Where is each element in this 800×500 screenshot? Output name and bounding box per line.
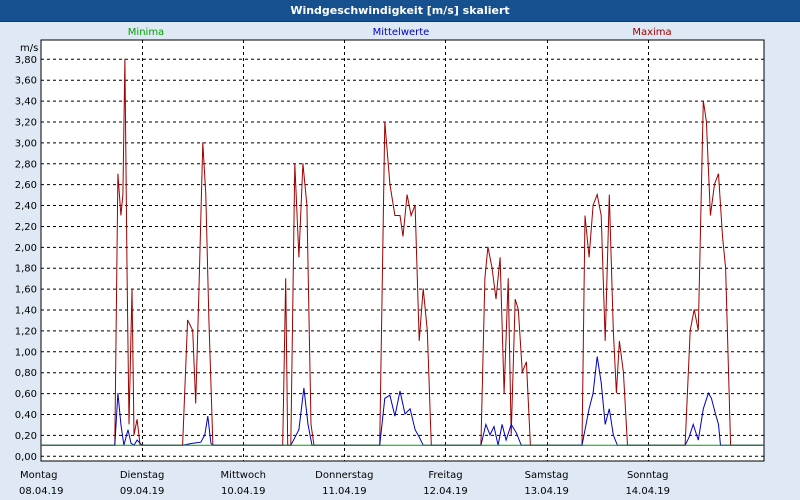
y-tick-label: 0,80 [15,368,37,379]
x-date-label: 13.04.19 [524,486,569,497]
y-tick-label: 3,00 [15,138,37,149]
x-day-label: Mittwoch [221,470,266,481]
y-tick-label: 0,40 [15,410,37,421]
series-line [41,58,764,446]
x-date-label: 14.04.19 [625,486,670,497]
y-tick-label: 1,60 [15,285,37,296]
legend-item: Mittelwerte [373,27,430,38]
y-tick-label: 0,60 [15,389,37,400]
x-date-label: 10.04.19 [221,486,266,497]
y-tick-label: 3,20 [15,117,37,128]
x-day-label: Donnerstag [315,470,373,481]
x-date-label: 11.04.19 [322,486,367,497]
y-tick-label: 3,40 [15,97,37,108]
y-tick-label: 2,20 [15,222,37,233]
y-tick-label: 0,20 [15,431,37,442]
y-tick-label: 1,80 [15,264,37,275]
y-tick-label: 1,20 [15,326,37,337]
y-tick-label: 3,80 [15,55,37,66]
x-date-label: 12.04.19 [423,486,468,497]
legend-item: Maxima [632,27,671,38]
x-day-label: Samstag [525,470,569,481]
y-tick-label: 1,40 [15,306,37,317]
x-date-label: 09.04.19 [120,486,165,497]
window-title: Windgeschwindigkeit [m/s] skaliert [0,0,800,22]
y-tick-label: 0,00 [15,452,37,463]
y-tick-label: 2,40 [15,201,37,212]
plot-background [40,39,765,462]
y-tick-label: 2,80 [15,159,37,170]
x-date-label: 08.04.19 [19,486,64,497]
y-tick-label: 2,60 [15,180,37,191]
y-tick-label: 1,00 [15,347,37,358]
y-axis-label: m/s [20,43,38,54]
x-day-label: Montag [20,470,57,481]
x-day-label: Dienstag [120,470,165,481]
y-tick-label: 3,60 [15,76,37,87]
legend-item: Minima [128,27,164,38]
y-tick-label: 2,00 [15,243,37,254]
x-day-label: Freitag [428,470,462,481]
x-day-label: Sonntag [627,470,669,481]
